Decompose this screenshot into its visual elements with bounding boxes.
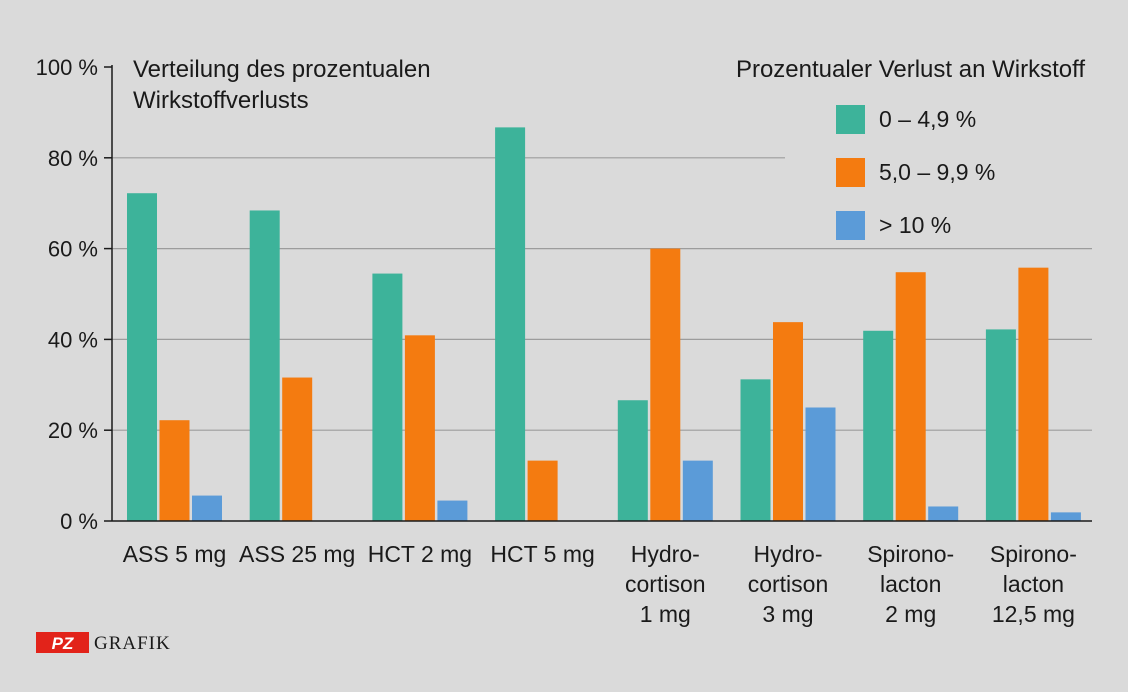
bar [985,329,1016,521]
x-tick-label-line: ASS 25 mg [239,541,355,567]
bar [740,379,771,521]
bar [495,127,526,521]
bar [1018,267,1049,521]
x-tick-label-line: 1 mg [640,601,691,627]
x-tick-label-line: Spirono- [867,541,954,567]
legend-label: 0 – 4,9 % [879,106,976,132]
bar [895,272,926,521]
bar [527,460,558,521]
chart-title-line: Verteilung des prozentualen [133,56,431,83]
x-tick-label-line: HCT 5 mg [490,541,594,567]
y-tick-label: 20 % [48,418,98,443]
bar [159,420,190,521]
bar [863,330,894,521]
chart-title-line: Wirkstoffverlusts [133,87,309,114]
legend-swatch [836,211,865,240]
legend: Prozentualer Verlust an Wirkstoff 0 – 4,9… [736,56,1085,240]
footer-logo: PZ GRAFIK [36,632,171,654]
x-tick-label-line: cortison [748,571,829,597]
bar [282,377,313,521]
pz-logo-box [36,632,89,653]
x-tick-label: Spirono-lacton 2 mg [867,541,954,627]
bar [372,273,403,521]
x-tick-label-line: lacton [1003,571,1064,597]
bar [682,460,713,521]
legend-title: Prozentualer Verlust an Wirkstoff [736,56,1085,83]
y-tick-label: 40 % [48,327,98,352]
bar [127,193,157,521]
bar [928,506,959,521]
bar [1050,512,1081,521]
x-tick-label-line: Spirono- [990,541,1077,567]
x-tick-label-line: Hydro- [753,541,822,567]
legend-swatch [836,105,865,134]
y-tick-label: 0 % [60,509,98,534]
x-tick-label: ASS 5 mg [123,541,227,567]
bar [404,335,435,521]
bar [437,500,468,521]
x-tick-label: Spirono-lacton 12,5 mg [990,541,1077,627]
x-tick-label-line: cortison [625,571,706,597]
y-tick-label: 60 % [48,237,98,262]
x-tick-label: HCT 2 mg [368,541,472,567]
chart-title: Verteilung des prozentualen Wirkstoffverl… [133,56,431,114]
bar [192,495,222,521]
x-tick-label-line: ASS 5 mg [123,541,227,567]
x-tick-label-line: lacton [880,571,941,597]
x-tick-label: HCT 5 mg [490,541,594,567]
legend-label: > 10 % [879,212,951,238]
bar [650,248,681,521]
bar [617,400,648,521]
x-tick-label: Hydro-cortison 3 mg [748,541,829,627]
grafik-label: GRAFIK [94,633,171,654]
x-tick-label-line: HCT 2 mg [368,541,472,567]
x-tick-label-line: 2 mg [885,601,936,627]
bar [805,407,836,521]
x-tick-label: Hydro-cortison 1 mg [625,541,706,627]
x-tick-label-line: 12,5 mg [992,601,1075,627]
legend-swatch [836,158,865,187]
bar [773,322,803,521]
x-tick-label-line: 3 mg [762,601,813,627]
legend-label: 5,0 – 9,9 % [879,159,995,185]
axes: 0 % 20 % 40 % 60 % 80 % 100 % ASS 5 mg ASS 25 m… [36,55,1092,627]
x-tick-label: ASS 25 mg [239,541,355,567]
bar [249,210,280,522]
y-tick-label: 80 % [48,146,98,171]
y-tick-label: 100 % [36,55,98,80]
x-tick-label-line: Hydro- [631,541,700,567]
pz-logo-text: PZ [52,634,74,653]
bars [127,127,1081,522]
